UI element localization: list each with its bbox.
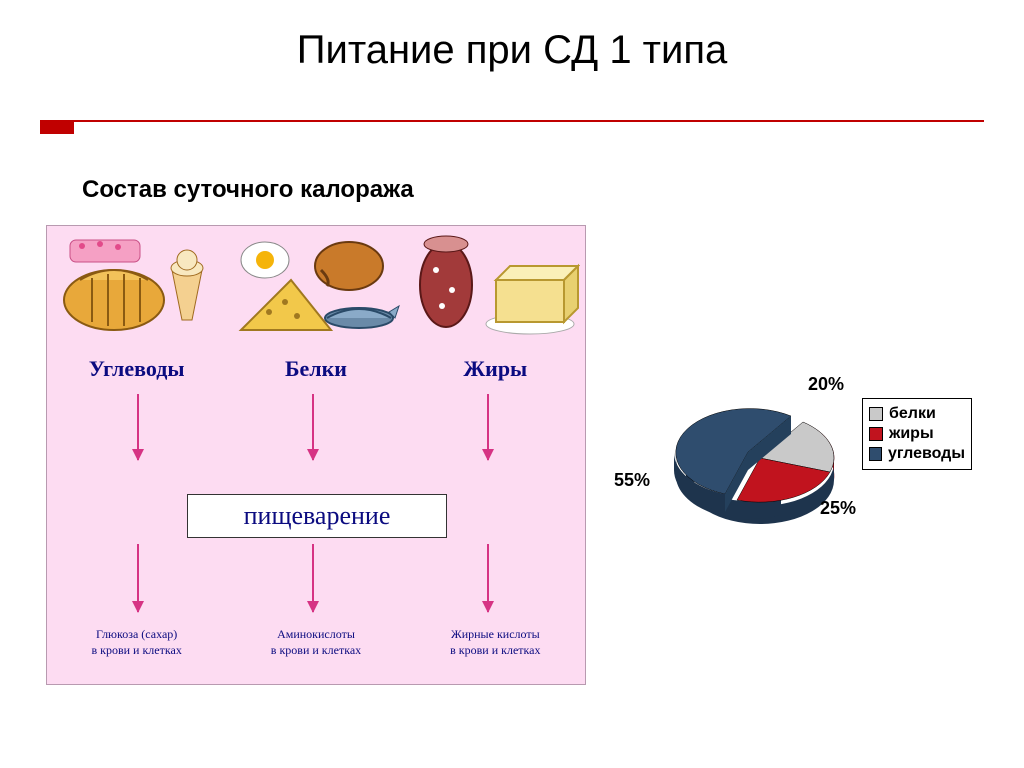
subtitle: Состав суточного калоража bbox=[82, 176, 414, 204]
legend-label-proteins: белки bbox=[889, 405, 936, 423]
legend-label-fats: жиры bbox=[889, 425, 934, 443]
pie-label-proteins: 20% bbox=[808, 374, 844, 395]
pie-label-fats: 25% bbox=[820, 498, 856, 519]
legend-swatch-carbs bbox=[869, 447, 882, 461]
carbs-food-icon bbox=[52, 230, 222, 340]
legend-swatch-proteins bbox=[869, 407, 883, 421]
legend-item-fats: жиры bbox=[869, 425, 965, 443]
pie-3d bbox=[674, 409, 834, 524]
accent-box bbox=[40, 120, 74, 134]
arrow-carbs-1 bbox=[137, 394, 139, 460]
food-illustration-row bbox=[47, 230, 585, 340]
carbs-result-line2: в крови и клетках bbox=[91, 643, 181, 657]
fats-result-line2: в крови и клетках bbox=[450, 643, 540, 657]
proteins-result-line1: Аминокислоты bbox=[277, 627, 355, 641]
protein-food-icon bbox=[231, 230, 401, 340]
pie-legend: белки жиры углеводы bbox=[862, 398, 972, 470]
fats-label: Жиры bbox=[410, 356, 580, 382]
nutrient-label-row: Углеводы Белки Жиры bbox=[47, 356, 585, 382]
arrow-carbs-2 bbox=[137, 544, 139, 612]
fats-result-line1: Жирные кислоты bbox=[451, 627, 540, 641]
accent-divider bbox=[40, 120, 984, 130]
carbs-label: Углеводы bbox=[52, 356, 222, 382]
proteins-label: Белки bbox=[231, 356, 401, 382]
carbs-result-line1: Глюкоза (сахар) bbox=[96, 627, 177, 641]
digestion-box: пищеварение bbox=[187, 494, 447, 538]
legend-swatch-fats bbox=[869, 427, 883, 441]
legend-item-proteins: белки bbox=[869, 405, 965, 423]
pie-label-carbs: 55% bbox=[614, 470, 650, 491]
arrow-protein-2 bbox=[312, 544, 314, 612]
fats-result: Жирные кислоты в крови и клетках bbox=[410, 626, 580, 658]
legend-item-carbs: углеводы bbox=[869, 445, 965, 463]
proteins-result: Аминокислоты в крови и клетках bbox=[231, 626, 401, 658]
arrow-protein-1 bbox=[312, 394, 314, 460]
proteins-result-line2: в крови и клетках bbox=[271, 643, 361, 657]
arrow-fat-2 bbox=[487, 544, 489, 612]
pie-chart-svg bbox=[660, 388, 860, 548]
arrow-fat-1 bbox=[487, 394, 489, 460]
pie-chart-area: 20% 25% 55% белки жиры углеводы bbox=[620, 380, 1000, 600]
carbs-result: Глюкоза (сахар) в крови и клетках bbox=[52, 626, 222, 658]
legend-label-carbs: углеводы bbox=[888, 445, 965, 463]
nutrition-diagram: Углеводы Белки Жиры пищеварение Глюкоза … bbox=[46, 225, 586, 685]
slide-title: Питание при СД 1 типа bbox=[0, 0, 1024, 73]
result-label-row: Глюкоза (сахар) в крови и клетках Аминок… bbox=[47, 626, 585, 658]
fat-food-icon bbox=[410, 230, 580, 340]
